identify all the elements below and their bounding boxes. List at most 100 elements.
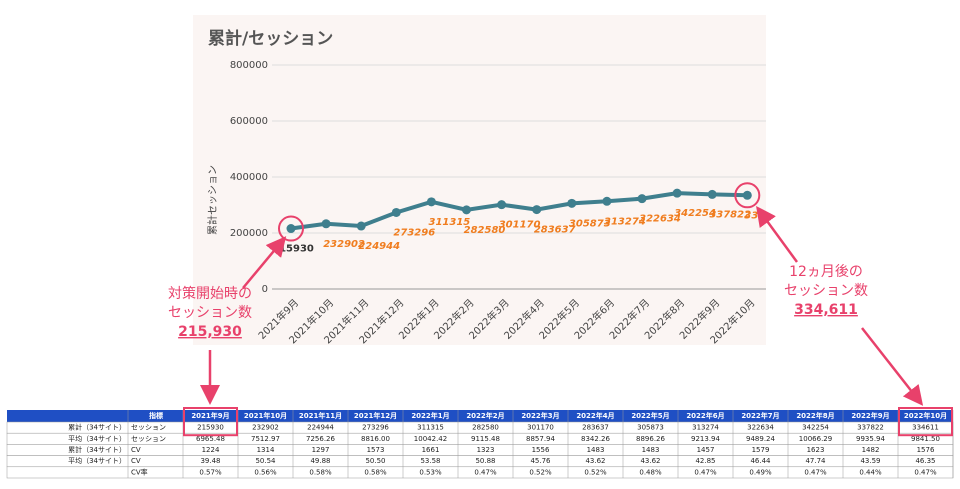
table-cell: 10042.42 (414, 435, 447, 443)
table-cell: 1661 (422, 446, 440, 454)
header-cell: 2021年12月 (354, 411, 397, 420)
highlight-box (183, 407, 238, 437)
table-cell: 0.52% (529, 468, 552, 476)
header-cell: 2021年11月 (299, 411, 342, 420)
table-cell: 10066.29 (799, 435, 832, 443)
data-label: 313274 (604, 216, 646, 227)
point (356, 221, 366, 231)
row-metric: セッション (131, 435, 166, 443)
table-cell: 6965.48 (196, 435, 225, 443)
table-cell: 9213.94 (691, 435, 720, 443)
table-cell: 49.88 (310, 457, 330, 465)
header-cell: 2022年9月 (851, 411, 889, 420)
table-cell: 50.88 (475, 457, 495, 465)
table-cell: 283637 (582, 424, 609, 432)
table-cell: 0.57% (199, 468, 222, 476)
point (672, 188, 682, 198)
table-cell: 1457 (697, 446, 715, 454)
point (462, 205, 471, 215)
table-cell: 0.58% (364, 468, 387, 476)
table-cell: 0.56% (254, 468, 277, 476)
table-cell: 337822 (857, 424, 884, 432)
table-cell: 8896.26 (636, 435, 665, 443)
table-cell: 0.47% (694, 468, 717, 476)
row-group: 累計（34サイト） (68, 423, 126, 432)
table-cell: 45.76 (530, 457, 551, 465)
table-cell: 39.48 (200, 457, 220, 465)
point (321, 219, 331, 229)
table-cell: 334611 (912, 424, 939, 432)
table-cell: 1556 (532, 446, 550, 454)
table-cell: 342254 (802, 424, 829, 432)
table-cell: 1224 (202, 446, 220, 454)
point (426, 197, 436, 207)
point (391, 207, 401, 217)
data-label: 215930 (272, 244, 314, 255)
table-cell: 0.47% (804, 468, 827, 476)
table-cell: 1573 (367, 446, 385, 454)
arrow (756, 205, 799, 263)
header-cell: 2022年1月 (411, 411, 449, 420)
row-metric: CV (131, 446, 141, 454)
data-label: 232902 (323, 239, 365, 250)
annotation-value: 215,930 (178, 324, 242, 340)
table-cell: 0.49% (749, 468, 772, 476)
data-label: 283637 (534, 225, 576, 236)
table-cell: 9841.50 (911, 435, 940, 443)
series-line (290, 191, 748, 231)
data-label: 301170 (499, 220, 541, 231)
annotation-text: 対策開始時の (168, 285, 252, 302)
data-label: 282580 (464, 225, 506, 236)
table-cell: 0.58% (309, 468, 332, 476)
header-cell: 2022年4月 (576, 411, 614, 420)
table-cell: 46.35 (915, 457, 935, 465)
arrow (242, 236, 287, 289)
y-tick-label: 200000 (230, 228, 268, 239)
header-cell: 2022年5月 (631, 411, 669, 420)
table-cell: 8342.26 (581, 435, 610, 443)
table-cell: 0.44% (859, 468, 882, 476)
table-cell: 0.47% (474, 468, 497, 476)
point (707, 189, 717, 199)
point (286, 224, 296, 234)
y-tick-label: 800000 (230, 60, 268, 71)
point (532, 205, 542, 215)
chart-background (193, 15, 766, 345)
data-label: 305873 (569, 218, 611, 229)
table-cell: 322634 (747, 424, 774, 432)
table-cell: 9115.48 (471, 435, 500, 443)
highlight-circle (278, 215, 304, 242)
table-cell: 1323 (477, 446, 495, 454)
row-group: 平均（34サイト） (68, 434, 126, 443)
table-cell: 9935.94 (856, 435, 885, 443)
highlight-circle (734, 182, 761, 209)
header-cell: 2022年7月 (741, 411, 779, 420)
table-cell: 42.85 (695, 457, 715, 465)
table-cell: 215930 (197, 424, 224, 432)
table-cell: 282580 (472, 424, 499, 432)
y-axis-label: 累計セッション (206, 165, 219, 235)
data-label: 334611 (744, 210, 786, 221)
table-cell: 1483 (587, 446, 605, 454)
table-cell: 8816.00 (361, 435, 390, 443)
table-cell: 305873 (637, 424, 664, 432)
table-cell: 1483 (642, 446, 660, 454)
table-cell: 224944 (307, 424, 334, 432)
highlight-box (898, 407, 953, 437)
table-cell: 50.54 (255, 457, 276, 465)
table-cell: 43.59 (860, 457, 880, 465)
header-cell: 2022年3月 (521, 411, 559, 420)
table-cell: 1623 (807, 446, 825, 454)
table-cell: 1482 (862, 446, 880, 454)
y-tick-label: 600000 (230, 116, 268, 127)
table-cell: 0.53% (419, 468, 442, 476)
annotation-text: 12ヵ月後の (789, 264, 863, 280)
table-cell: 232902 (252, 424, 279, 432)
table-cell: 1297 (312, 446, 330, 454)
row-metric: CV率 (131, 467, 148, 476)
annotation-text: セッション数 (168, 305, 252, 321)
table-cell: 43.62 (640, 457, 660, 465)
row-metric: セッション (131, 424, 166, 432)
table-cell: 1579 (752, 446, 770, 454)
